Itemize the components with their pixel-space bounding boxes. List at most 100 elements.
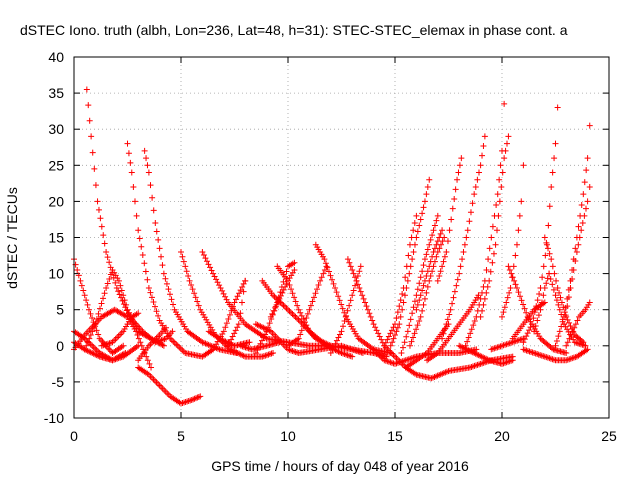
- data-point: [349, 292, 356, 299]
- data-point: [214, 279, 221, 286]
- data-point: [310, 294, 317, 301]
- data-point: [354, 281, 361, 288]
- data-series: [434, 155, 465, 284]
- data-point: [502, 147, 509, 154]
- data-point: [474, 351, 481, 358]
- data-point: [561, 309, 568, 316]
- data-point: [433, 217, 440, 224]
- data-point: [424, 268, 431, 275]
- data-point: [88, 133, 95, 140]
- x-tick-label: 0: [70, 428, 78, 444]
- data-point: [403, 333, 410, 340]
- y-tick-label: 30: [48, 121, 64, 137]
- data-point: [492, 241, 499, 248]
- data-point: [266, 320, 273, 327]
- data-point: [499, 169, 506, 176]
- data-point: [459, 344, 466, 351]
- data-point: [271, 293, 278, 300]
- data-point: [159, 341, 166, 348]
- data-point: [497, 162, 504, 169]
- data-point: [163, 280, 170, 287]
- data-point: [263, 328, 270, 335]
- data-point: [106, 276, 113, 283]
- data-point: [416, 222, 423, 229]
- data-point: [180, 348, 187, 355]
- data-point: [542, 252, 549, 259]
- data-point: [233, 349, 240, 356]
- data-point: [477, 313, 484, 320]
- data-point: [406, 342, 413, 349]
- data-point: [494, 227, 501, 234]
- data-point: [90, 324, 97, 331]
- data-point: [325, 343, 332, 350]
- data-point: [378, 336, 385, 343]
- data-point: [357, 288, 364, 295]
- data-point: [280, 302, 287, 309]
- data-point: [427, 258, 434, 265]
- data-point: [356, 268, 363, 275]
- y-axis-label: dSTEC / TECUs: [4, 187, 20, 289]
- data-point: [483, 266, 490, 273]
- data-point: [565, 294, 572, 301]
- y-tick-label: 40: [48, 49, 64, 65]
- data-point: [518, 198, 525, 205]
- data-series: [462, 100, 508, 349]
- data-point: [221, 337, 228, 344]
- data-point: [404, 328, 411, 335]
- data-point: [531, 328, 538, 335]
- data-point: [143, 353, 150, 360]
- data-point: [330, 280, 337, 287]
- data-point: [479, 152, 486, 159]
- data-point: [133, 343, 140, 350]
- data-point: [413, 212, 420, 219]
- data-point: [584, 155, 591, 162]
- data-point: [454, 276, 461, 283]
- data-point: [192, 294, 199, 301]
- data-point: [92, 182, 99, 189]
- data-point: [501, 155, 508, 162]
- data-point: [467, 209, 474, 216]
- data-point: [464, 338, 471, 345]
- data-point: [406, 270, 413, 277]
- data-point: [539, 274, 546, 281]
- data-point: [86, 335, 93, 342]
- data-point: [239, 284, 246, 291]
- data-point: [407, 316, 414, 323]
- data-point: [144, 276, 151, 283]
- data-point: [501, 100, 508, 107]
- data-point: [182, 263, 189, 270]
- data-point: [558, 299, 565, 306]
- data-point: [87, 331, 94, 338]
- data-point: [259, 337, 266, 344]
- data-point: [419, 210, 426, 217]
- data-series: [135, 324, 170, 364]
- data-point: [546, 203, 553, 210]
- data-point: [586, 183, 593, 190]
- data-series: [546, 270, 589, 349]
- data-point: [137, 339, 144, 346]
- data-point: [346, 302, 353, 309]
- data-point: [120, 292, 127, 299]
- data-point: [286, 281, 293, 288]
- data-point: [376, 333, 383, 340]
- data-point: [94, 198, 101, 205]
- data-point: [160, 342, 167, 349]
- data-point: [329, 276, 336, 283]
- data-point: [471, 318, 478, 325]
- data-series: [178, 248, 277, 360]
- data-point: [260, 324, 267, 331]
- data-point: [457, 263, 464, 270]
- data-point: [443, 321, 450, 328]
- data-point: [423, 251, 430, 258]
- data-point: [409, 310, 416, 317]
- data-point: [213, 276, 220, 283]
- data-point: [564, 339, 571, 346]
- data-point: [147, 182, 154, 189]
- data-point: [122, 350, 129, 357]
- data-point: [295, 335, 302, 342]
- data-point: [431, 222, 438, 229]
- data-point: [346, 259, 353, 266]
- data-point: [169, 328, 176, 335]
- data-point: [568, 331, 575, 338]
